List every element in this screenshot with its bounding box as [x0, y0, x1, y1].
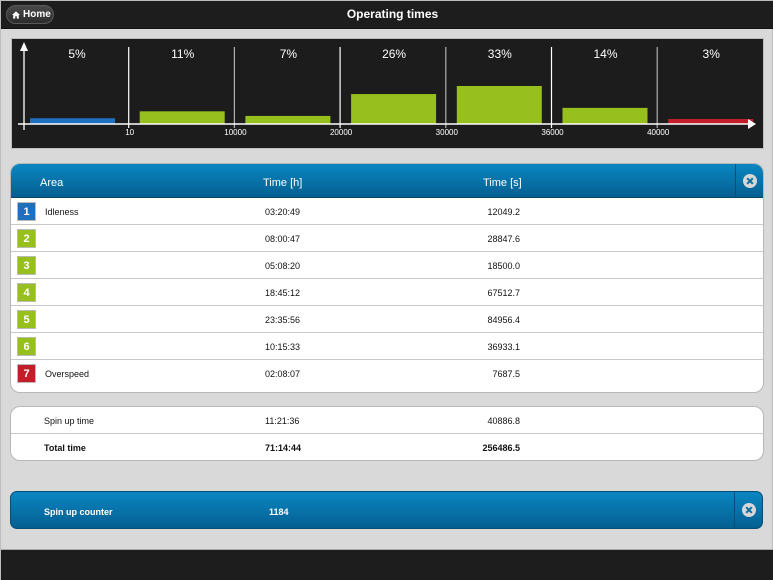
area-number-badge: 4 — [17, 283, 36, 302]
x-tick-label: 20000 — [329, 128, 353, 137]
table-header: Area Time [h] Time [s] — [11, 164, 763, 198]
area-number-badge: 2 — [17, 229, 36, 248]
bar-percent-label: 14% — [593, 47, 618, 61]
table-row: 3 05:08:20 18500.0 — [11, 252, 763, 279]
time-h: 02:08:07 — [265, 369, 301, 379]
home-button[interactable]: Home — [6, 5, 54, 24]
chart-bar — [562, 107, 648, 124]
time-s: 12049.2 — [487, 207, 520, 217]
bar-percent-label: 3% — [702, 47, 720, 61]
time-h: 03:20:49 — [265, 207, 301, 217]
bar-percent-label: 7% — [279, 47, 298, 61]
area-name: Overspeed — [45, 369, 90, 379]
column-header-time-s: Time [s] — [483, 177, 522, 189]
chart-bar — [351, 94, 437, 124]
chart-bar — [245, 115, 331, 124]
operating-times-chart: 5% 11% 7% 26% 33% 14% 3% 10 10000 20000 30000 36000… — [11, 38, 764, 149]
x-tick-label: 36000 — [541, 128, 564, 137]
time-h: 05:08:20 — [265, 261, 301, 271]
operating-times-table: Area Time [h] Time [s] 1 Idleness 03:20:49… — [10, 163, 764, 393]
close-icon — [741, 503, 756, 517]
area-number-badge: 1 — [17, 202, 36, 221]
bar-percent-label: 5% — [68, 47, 86, 61]
column-header-area: Area — [40, 177, 64, 189]
spin-up-counter-bar: Spin up counter 1184 — [10, 491, 763, 529]
time-s: 7687.5 — [492, 369, 520, 379]
spin-up-time-label: Spin up time — [44, 416, 95, 426]
time-s: 36933.1 — [487, 342, 520, 352]
spin-up-counter-value: 1184 — [269, 507, 289, 517]
chart-bar — [30, 118, 115, 124]
time-h: 18:45:12 — [265, 288, 301, 298]
home-label: Home — [23, 9, 51, 20]
close-icon — [742, 174, 757, 188]
total-time-row: Total time 71:14:44 256486.5 — [11, 434, 763, 460]
table-row: 2 08:00:47 28847.6 — [11, 225, 763, 252]
time-s: 18500.0 — [487, 261, 520, 271]
area-number-badge: 3 — [17, 256, 36, 275]
time-h: 23:35:56 — [265, 315, 301, 325]
time-s: 84956.4 — [487, 315, 520, 325]
total-time-label: Total time — [44, 443, 86, 453]
table-close-button[interactable] — [735, 164, 763, 198]
bar-percent-label: 11% — [171, 47, 195, 61]
summary-card: Spin up time 11:21:36 40886.8 Total time… — [10, 406, 764, 461]
bar-percent-label: 33% — [487, 47, 512, 61]
spin-up-time-row: Spin up time 11:21:36 40886.8 — [11, 407, 763, 434]
table-row: 4 18:45:12 67512.7 — [11, 279, 763, 306]
table-row: 6 10:15:33 36933.1 — [11, 333, 763, 360]
time-h: 08:00:47 — [265, 234, 301, 244]
bar-percent-label: 26% — [382, 47, 407, 61]
time-s: 67512.7 — [487, 288, 520, 298]
spin-up-counter-label: Spin up counter — [44, 507, 113, 517]
total-time-h: 71:14:44 — [265, 443, 302, 453]
area-number-badge: 6 — [17, 337, 36, 356]
chart-bar — [456, 86, 542, 124]
top-bar: Home Operating times — [1, 1, 773, 29]
x-tick-label: 10 — [125, 128, 135, 137]
page-title: Operating times — [346, 7, 439, 21]
table-body: 1 Idleness 03:20:49 12049.2 2 08:00:47 28847.6… — [11, 198, 763, 387]
area-name: Idleness — [45, 207, 79, 217]
x-tick-label: 40000 — [647, 128, 670, 137]
area-number-badge: 5 — [17, 310, 36, 329]
time-h: 10:15:33 — [265, 342, 301, 352]
table-row: 7 Overspeed 02:08:07 7687.5 — [11, 360, 763, 387]
table-row: 5 23:35:56 84956.4 — [11, 306, 763, 333]
area-number-badge: 7 — [17, 364, 36, 383]
x-tick-label: 10000 — [224, 128, 247, 137]
chart-bar — [668, 119, 754, 124]
spin-up-time-s: 40886.8 — [487, 416, 520, 426]
spin-up-time-h: 11:21:36 — [265, 416, 300, 426]
x-tick-label: 30000 — [435, 128, 458, 137]
total-time-s: 256486.5 — [482, 443, 520, 453]
chart-bar — [139, 111, 225, 124]
counter-close-button[interactable] — [734, 492, 762, 528]
column-header-time-h: Time [h] — [263, 177, 303, 189]
time-s: 28847.6 — [487, 234, 520, 244]
table-row: 1 Idleness 03:20:49 12049.2 — [11, 198, 763, 225]
home-icon — [12, 10, 20, 19]
footer-bar — [1, 549, 773, 580]
chart-canvas — [18, 42, 756, 130]
